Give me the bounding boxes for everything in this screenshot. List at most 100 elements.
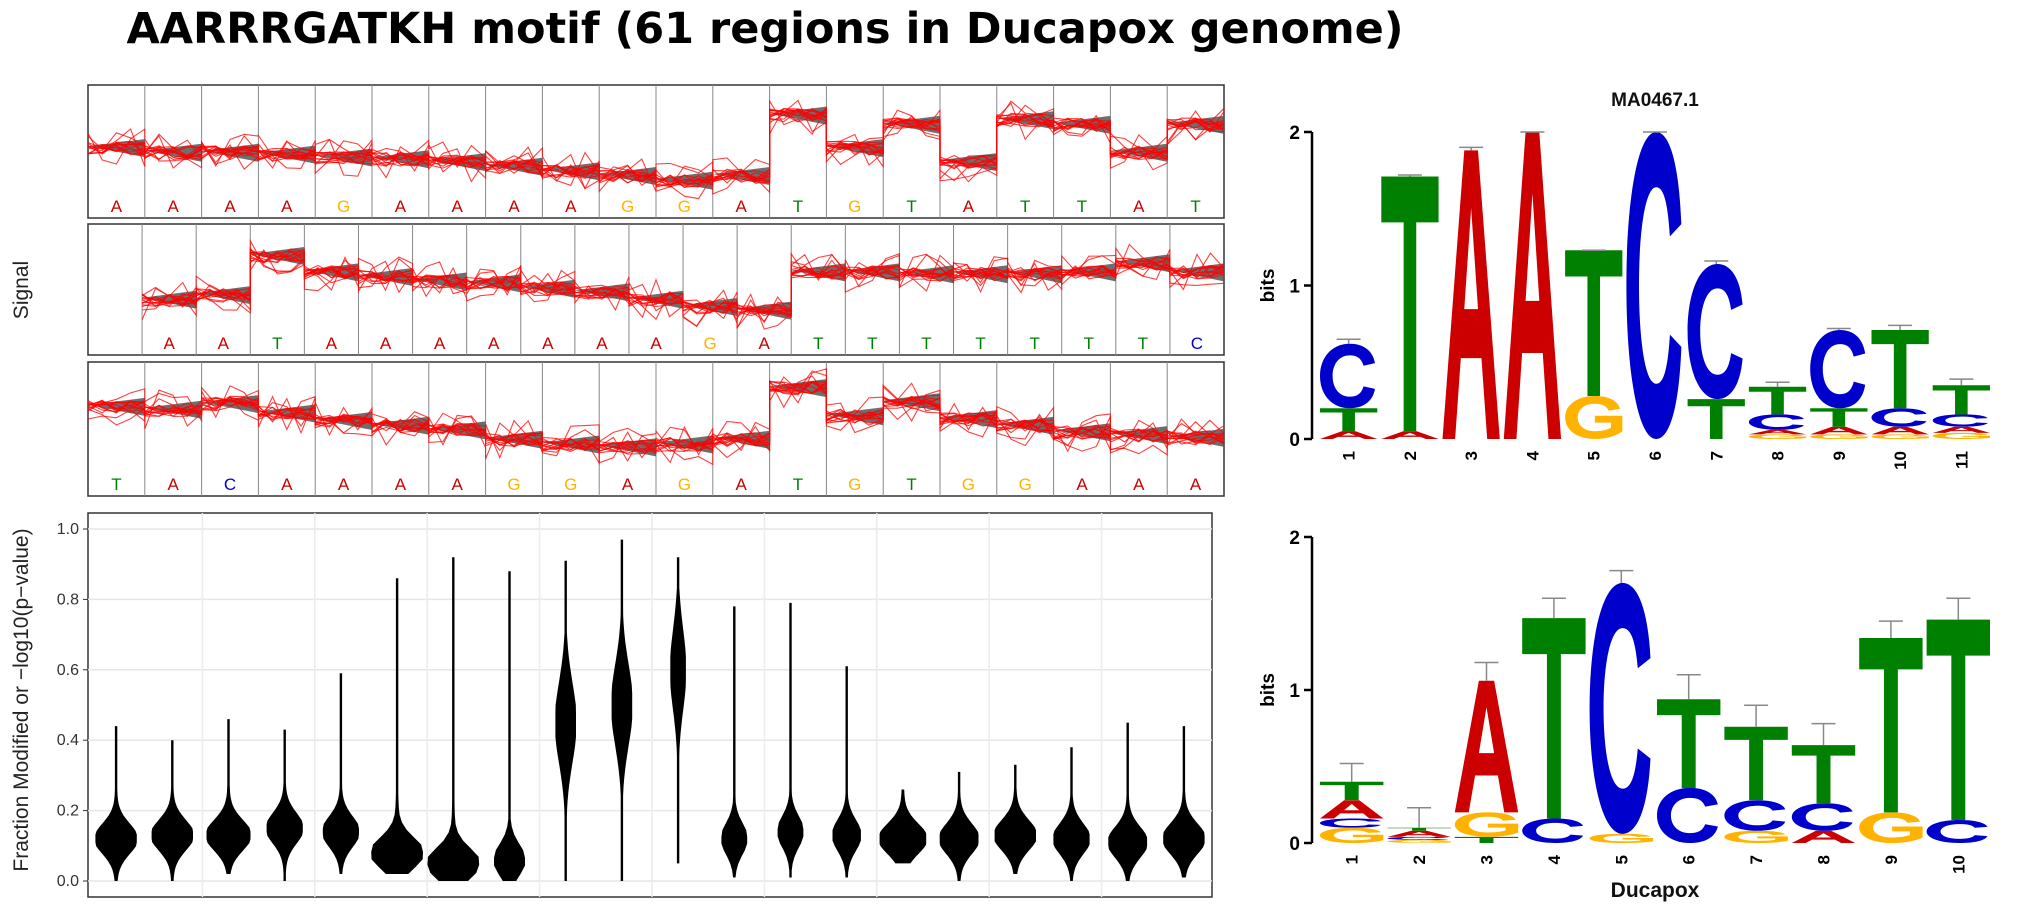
base-label: G bbox=[564, 475, 577, 494]
base-label: T bbox=[793, 197, 803, 216]
logo-position-label: 10 bbox=[1949, 855, 1968, 874]
violin-shape bbox=[371, 578, 423, 874]
base-label: A bbox=[452, 475, 464, 494]
logo-letter-C bbox=[1320, 818, 1381, 828]
violin-ytick-label: 0.6 bbox=[57, 662, 79, 679]
logo-letter-C bbox=[1589, 582, 1651, 834]
violin-shape bbox=[879, 789, 927, 864]
logo-letter-T bbox=[1859, 638, 1923, 813]
base-label: A bbox=[338, 475, 350, 494]
base-label: T bbox=[813, 334, 823, 353]
logo-letter-T bbox=[1320, 408, 1378, 432]
logo-position-label: 3 bbox=[1478, 855, 1497, 864]
logo-letter-T bbox=[1657, 699, 1721, 788]
violin-shape bbox=[1053, 747, 1090, 881]
logo-letter-A bbox=[1932, 426, 1990, 433]
base-label: T bbox=[867, 334, 877, 353]
base-label: T bbox=[1020, 197, 1030, 216]
base-label: G bbox=[621, 197, 634, 216]
logo-position-label: 6 bbox=[1646, 451, 1665, 460]
logo-title: MA0467.1 bbox=[1611, 90, 1699, 111]
violin-ytick-label: 0.4 bbox=[57, 732, 79, 749]
base-label: A bbox=[452, 197, 464, 216]
violin-shape bbox=[1108, 722, 1148, 881]
base-label: A bbox=[1076, 475, 1088, 494]
base-label: T bbox=[272, 334, 282, 353]
logo-letter-C bbox=[1748, 414, 1804, 430]
violin-ytick-label: 0.8 bbox=[57, 591, 79, 608]
base-label: A bbox=[168, 197, 180, 216]
logo-letter-A bbox=[1320, 800, 1384, 819]
logo-letter-C bbox=[1791, 803, 1853, 831]
logo-ytick-label: 1 bbox=[1289, 681, 1300, 702]
logo-letter-T bbox=[1381, 176, 1439, 432]
base-label: A bbox=[963, 197, 975, 216]
logo-letter-T bbox=[1724, 726, 1788, 801]
logo-position-label: 2 bbox=[1401, 451, 1420, 460]
signal-trace-line bbox=[87, 110, 1225, 186]
logo-panel-top: bits 0 1 2 MA0467.1 1 2 3 4 5 6 7 8 9 10 11 bbox=[1258, 90, 1990, 470]
logo-letter-T bbox=[1687, 399, 1745, 440]
logo-ytick-label: 0 bbox=[1289, 430, 1300, 451]
violin-shape bbox=[994, 764, 1036, 874]
base-label: A bbox=[736, 197, 748, 216]
violin-shape bbox=[322, 673, 359, 874]
logo-letter-A bbox=[1810, 426, 1868, 435]
model-signal-wedge bbox=[656, 435, 713, 454]
logo-letter-G bbox=[1871, 434, 1929, 439]
base-label: A bbox=[168, 475, 180, 494]
logo-letter-T bbox=[1320, 781, 1384, 801]
base-label: G bbox=[848, 475, 861, 494]
signal-panel: Signal A A A A G A A A A G G A T G T A T T A T A A T A A A A A A A G A T T… bbox=[10, 84, 1225, 497]
base-label: A bbox=[650, 334, 662, 353]
logo-position-label: 7 bbox=[1707, 451, 1726, 460]
base-label: G bbox=[848, 197, 861, 216]
violin-shape bbox=[721, 606, 748, 878]
base-label: A bbox=[281, 197, 293, 216]
logo-letter-A bbox=[1503, 132, 1562, 439]
logo-letter-T bbox=[1748, 386, 1807, 415]
signal-track-frame bbox=[87, 223, 1225, 356]
violin-ytick-label: 0.0 bbox=[57, 873, 79, 890]
logo-letter-G bbox=[1565, 396, 1623, 439]
logo-letter-A bbox=[1381, 431, 1439, 439]
base-label: A bbox=[565, 197, 577, 216]
logo-letter-A bbox=[1442, 150, 1500, 439]
logo-letter-T bbox=[1810, 408, 1868, 427]
base-label: C bbox=[224, 475, 236, 494]
base-label: C bbox=[1191, 334, 1203, 353]
logo-position-label: 10 bbox=[1891, 451, 1910, 470]
violin-shape bbox=[494, 571, 525, 881]
base-label: T bbox=[921, 334, 931, 353]
logo-letter-T bbox=[1454, 836, 1519, 844]
base-label: A bbox=[759, 334, 771, 353]
base-label: G bbox=[703, 334, 716, 353]
logo-letter-A bbox=[1871, 426, 1929, 435]
logo-letter-A bbox=[1748, 429, 1807, 435]
logo-letter-T bbox=[1926, 619, 1990, 821]
violin-shape bbox=[555, 560, 576, 881]
violin-shape bbox=[427, 557, 480, 881]
base-label: A bbox=[224, 197, 236, 216]
logo-letter-C bbox=[1522, 818, 1584, 843]
base-label: T bbox=[1077, 197, 1087, 216]
signal-trace-line bbox=[142, 250, 1225, 317]
signal-trace-line bbox=[87, 380, 1225, 451]
violin-ytick-label: 1.0 bbox=[57, 521, 79, 538]
signal-axis-label: Signal bbox=[10, 261, 33, 319]
logo-position-label: 5 bbox=[1612, 855, 1631, 864]
violin-shape bbox=[939, 771, 979, 881]
logo-letter-C bbox=[1932, 414, 1988, 427]
violin-shape bbox=[206, 719, 251, 874]
logo-letter-A bbox=[1387, 830, 1451, 837]
base-label: A bbox=[218, 334, 230, 353]
logo-position-label: 6 bbox=[1680, 855, 1699, 864]
signal-trace-line bbox=[87, 381, 1225, 454]
logo-position-label: 1 bbox=[1343, 855, 1362, 864]
logo-letter-T bbox=[1871, 330, 1929, 409]
logo-letter-C bbox=[1724, 800, 1786, 831]
base-label: T bbox=[111, 475, 121, 494]
logo-position-label: 8 bbox=[1769, 451, 1788, 460]
